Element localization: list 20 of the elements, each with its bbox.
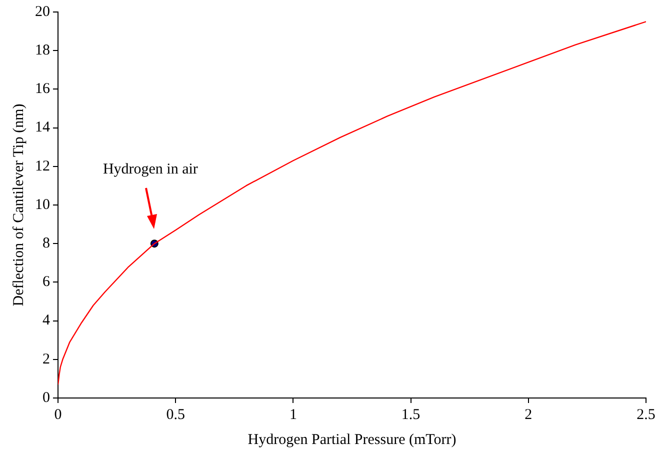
y-tick-label: 18 — [35, 42, 50, 59]
y-tick-label: 16 — [35, 81, 50, 98]
y-tick-label: 14 — [35, 120, 50, 136]
y-tick-label: 6 — [42, 274, 50, 290]
x-tick-label: 0 — [54, 406, 62, 423]
y-tick-label: 4 — [42, 312, 50, 329]
x-tick-label: 2 — [524, 406, 532, 423]
x-tick-label: 1.5 — [401, 406, 420, 423]
x-tick-label: 2.5 — [636, 406, 656, 423]
y-tick-label: 20 — [35, 4, 50, 20]
x-tick-label: 1 — [289, 406, 297, 423]
y-axis-title: Deflection of Cantilever Tip (nm) — [10, 104, 27, 306]
y-tick-label: 2 — [42, 351, 50, 368]
x-axis-title: Hydrogen Partial Pressure (mTorr) — [248, 432, 456, 448]
y-tick-label: 8 — [42, 236, 50, 252]
y-tick-label: 10 — [35, 196, 50, 213]
y-tick-label: 12 — [35, 158, 50, 174]
x-tick-label: 0.5 — [166, 406, 185, 423]
annotation: Hydrogen in air — [102, 162, 198, 178]
y-tick-label: 0 — [42, 390, 50, 406]
